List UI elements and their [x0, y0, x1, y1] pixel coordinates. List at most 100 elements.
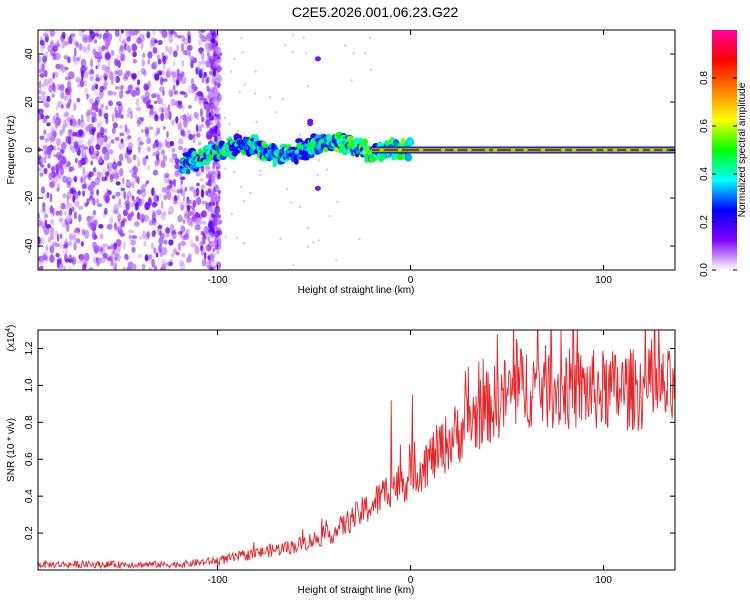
noise-speckle: [179, 91, 186, 95]
spectrogram-panel: -100 0 100 -40 -20 0 20 40 Height of straight l…: [6, 29, 676, 296]
noise-speckle: [118, 46, 124, 56]
noise-speckle: [40, 157, 47, 163]
noise-speckle: [241, 51, 244, 54]
y-tick-label: 0.4: [24, 489, 35, 503]
noise-speckle: [186, 256, 192, 263]
noise-speckle: [213, 80, 220, 89]
noise-speckle: [122, 209, 128, 217]
noise-speckle: [201, 116, 205, 123]
noise-speckle: [165, 231, 170, 238]
noise-speckle: [96, 171, 101, 181]
noise-speckle: [151, 201, 157, 208]
noise-speckle: [70, 35, 75, 40]
noise-speckle: [39, 73, 46, 78]
noise-speckle: [81, 228, 86, 236]
noise-speckle: [41, 91, 47, 96]
noise-speckle: [193, 216, 198, 225]
noise-speckle: [140, 184, 146, 193]
noise-speckle: [110, 259, 114, 267]
noise-speckle: [140, 198, 145, 205]
noise-speckle: [166, 131, 169, 138]
noise-speckle: [38, 265, 44, 270]
noise-speckle: [55, 63, 61, 70]
noise-speckle: [190, 60, 194, 69]
noise-speckle: [115, 86, 119, 90]
noise-speckle: [210, 213, 216, 218]
noise-speckle: [206, 59, 210, 64]
noise-speckle: [190, 78, 195, 86]
noise-speckle: [52, 207, 55, 217]
noise-speckle: [55, 210, 60, 216]
noise-speckle: [184, 232, 190, 238]
carrier-bead: [467, 148, 472, 152]
noise-speckle: [176, 79, 180, 86]
noise-speckle: [49, 181, 55, 188]
noise-speckle: [72, 233, 76, 241]
noise-speckle: [302, 36, 305, 39]
noise-speckle: [150, 37, 157, 46]
noise-speckle: [112, 260, 116, 268]
noise-speckle: [40, 94, 46, 104]
noise-speckle: [74, 200, 80, 208]
noise-speckle: [60, 202, 66, 210]
noise-speckle: [64, 123, 69, 128]
noise-speckle: [101, 176, 107, 182]
noise-speckle: [91, 153, 97, 159]
noise-speckle: [131, 89, 137, 98]
noise-speckle: [186, 199, 192, 205]
noise-speckle: [62, 175, 68, 183]
noise-speckle: [160, 112, 165, 122]
y-tick-label: 40: [24, 48, 35, 60]
noise-speckle: [89, 58, 94, 68]
noise-speckle: [175, 251, 180, 256]
noise-speckle: [206, 130, 212, 139]
noise-speckle: [46, 145, 52, 155]
noise-speckle: [205, 202, 209, 210]
noise-speckle: [75, 157, 78, 164]
noise-speckle: [192, 87, 197, 93]
noise-speckle: [94, 32, 99, 37]
snr-x-axis-label: Height of straight line (km): [298, 585, 415, 596]
noise-speckle: [211, 170, 215, 175]
noise-speckle: [77, 190, 81, 196]
snr-plot-area: [38, 330, 675, 570]
noise-speckle: [59, 243, 63, 249]
noise-speckle: [181, 34, 185, 43]
noise-speckle: [211, 61, 217, 69]
noise-speckle: [52, 45, 59, 52]
noise-speckle: [216, 241, 219, 248]
noise-speckle: [279, 237, 282, 241]
noise-speckle: [70, 186, 76, 194]
noise-speckle: [64, 205, 67, 210]
noise-speckle: [212, 186, 216, 196]
noise-speckle: [131, 235, 138, 239]
noise-speckle: [216, 207, 220, 214]
noise-speckle: [206, 34, 211, 39]
noise-speckle: [151, 61, 158, 70]
noise-speckle: [196, 112, 199, 121]
y-tick-label: 0.8: [24, 415, 35, 429]
noise-speckle: [102, 167, 106, 173]
noise-speckle: [47, 236, 52, 243]
noise-speckle: [199, 241, 203, 247]
noise-speckle: [216, 46, 222, 56]
spectrogram-image: [38, 30, 675, 270]
noise-speckle: [233, 57, 236, 61]
noise-speckle: [215, 95, 221, 104]
noise-speckle: [59, 84, 65, 92]
noise-speckle: [66, 191, 72, 200]
noise-speckle: [161, 30, 168, 38]
noise-speckle: [128, 235, 133, 240]
noise-speckle: [196, 91, 203, 97]
noise-speckle: [200, 184, 206, 190]
noise-speckle: [112, 122, 118, 129]
noise-speckle: [209, 231, 212, 235]
noise-speckle: [132, 51, 137, 58]
noise-speckle: [180, 189, 186, 196]
noise-speckle: [268, 96, 271, 99]
noise-speckle: [131, 195, 135, 201]
noise-speckle: [129, 90, 136, 95]
noise-speckle: [181, 253, 186, 258]
noise-speckle: [154, 73, 160, 81]
noise-speckle: [203, 103, 209, 110]
